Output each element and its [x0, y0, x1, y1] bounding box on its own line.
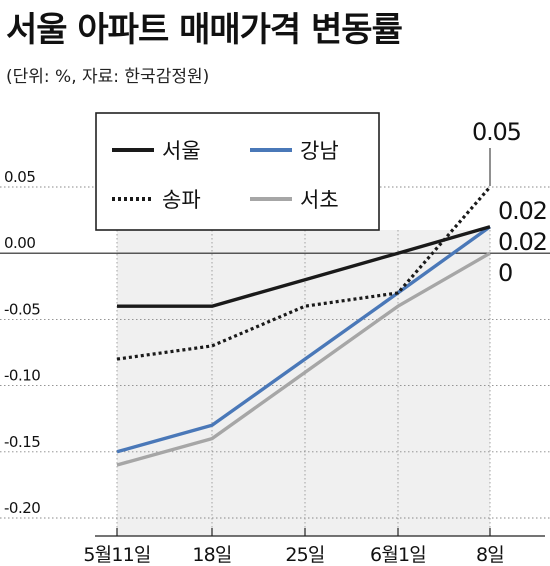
y-tick-label: -0.20	[4, 499, 40, 517]
series-line-송파	[116, 185, 492, 361]
x-tick-label: 18일	[192, 544, 231, 566]
shaded-band	[117, 230, 490, 536]
legend-label: 송파	[162, 188, 201, 212]
legend-box	[95, 112, 380, 231]
chart-title: 서울 아파트 매매가격 변동률	[6, 10, 403, 50]
y-tick-label: 0.05	[4, 168, 35, 186]
end-value-label: 0.05	[472, 118, 521, 146]
end-value-label: 0.02	[498, 228, 547, 256]
legend-label: 서울	[162, 139, 201, 163]
end-value-label: 0	[498, 259, 512, 287]
x-tick-label: 5월11일	[83, 544, 150, 566]
y-tick-label: -0.05	[4, 300, 40, 318]
series-line-서울	[117, 225, 491, 308]
legend-label: 강남	[300, 139, 339, 163]
series-line-서초	[116, 251, 491, 467]
y-tick-label: -0.10	[4, 367, 40, 385]
series-line-강남	[116, 225, 491, 454]
end-value-label: 0.02	[498, 197, 547, 225]
x-tick-label: 6월1일	[370, 544, 426, 566]
x-tick-label: 8일	[476, 544, 504, 566]
x-tick-label: 25일	[285, 544, 324, 566]
legend-label: 서초	[300, 188, 339, 212]
chart-subtitle: (단위: %, 자료: 한국감정원)	[6, 67, 210, 87]
y-tick-label: 0.00	[4, 234, 35, 252]
y-tick-label: -0.15	[4, 433, 40, 451]
